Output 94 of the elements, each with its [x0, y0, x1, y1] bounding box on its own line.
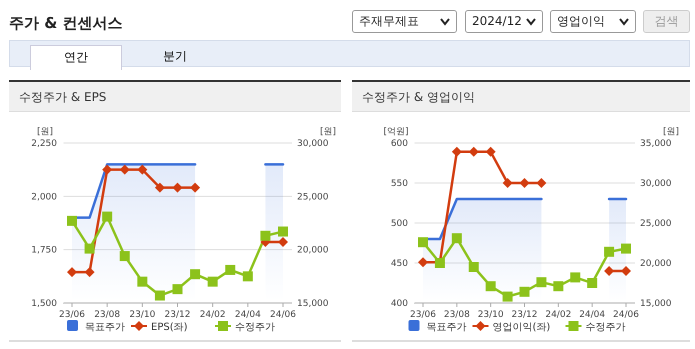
y-tick-label: 400 — [390, 299, 408, 309]
point — [520, 178, 530, 188]
y2-tick-label: 35,000 — [640, 139, 672, 149]
point — [621, 244, 631, 254]
point — [102, 212, 112, 222]
y2-tick-label: 25,000 — [297, 192, 329, 202]
x-tick-label: 23/12 — [512, 310, 538, 320]
legend-label: 목표주가 — [426, 322, 466, 333]
chart-title: 수정주가 & EPS — [9, 82, 341, 112]
y2-tick-label: 15,000 — [297, 299, 329, 309]
point — [102, 164, 112, 175]
point — [418, 237, 428, 248]
y2-tick-label: 30,000 — [297, 139, 329, 149]
y-axis-title: [원] — [36, 127, 54, 137]
point — [120, 164, 130, 175]
point — [67, 216, 77, 226]
point — [452, 233, 462, 244]
text: 2024/12 — [465, 10, 543, 33]
y2-tick-label: 20,000 — [640, 259, 672, 269]
text: 영업이익 — [550, 10, 636, 33]
y-tick-label: 1,750 — [31, 246, 58, 256]
x-tick-label: 23/06 — [59, 310, 86, 320]
legend-label: EPS(좌) — [151, 322, 188, 333]
point — [570, 272, 580, 282]
point — [172, 284, 182, 294]
text: 검색 — [643, 10, 690, 33]
point — [468, 146, 479, 157]
point — [604, 246, 614, 257]
y2-axis-title: [원] — [320, 127, 336, 137]
legend-label: 수정주가 — [586, 322, 626, 333]
point — [84, 244, 95, 254]
y-tick-label: 1,500 — [31, 299, 58, 309]
y-tick-label: 2,250 — [31, 139, 58, 149]
y2-tick-label: 20,000 — [297, 246, 329, 256]
point — [486, 281, 496, 292]
text: 주재무제표 — [352, 10, 457, 33]
point — [190, 182, 200, 193]
point — [553, 281, 564, 292]
text: 연간 — [30, 45, 122, 70]
point — [587, 278, 598, 288]
y2-axis-title: [원] — [662, 127, 679, 137]
point — [536, 178, 546, 188]
point — [468, 262, 479, 272]
x-tick-label: 23/10 — [129, 310, 156, 320]
legend-label: 목표주가 — [85, 322, 125, 333]
chart-title: 수정주가 & 영업이익 — [352, 82, 690, 112]
y-tick-label: 2,000 — [31, 192, 58, 202]
x-tick-label: 24/02 — [200, 310, 226, 320]
point — [278, 236, 288, 247]
y2-tick-label: 30,000 — [640, 179, 672, 189]
point — [67, 267, 77, 278]
y-tick-label: 450 — [390, 259, 408, 269]
y-axis-title: [억원] — [383, 127, 409, 137]
text: 분기 — [162, 48, 188, 65]
y2-tick-label: 25,000 — [640, 219, 672, 229]
x-tick-label: 23/10 — [478, 310, 504, 320]
x-tick-label: 24/06 — [270, 310, 296, 320]
point — [536, 277, 546, 288]
y-tick-label: 550 — [390, 179, 408, 189]
point — [172, 182, 182, 193]
x-tick-label: 23/06 — [410, 310, 436, 320]
point — [225, 264, 236, 275]
x-tick-label: 23/08 — [94, 310, 120, 320]
x-tick-label: 24/04 — [234, 310, 262, 320]
y2-tick-label: 15,000 — [640, 299, 672, 309]
point — [120, 251, 130, 262]
x-tick-label: 23/08 — [444, 310, 470, 320]
legend-label: 영업이익(좌) — [492, 322, 550, 333]
x-tick-label: 24/06 — [613, 310, 640, 320]
y-tick-label: 600 — [390, 139, 408, 149]
point — [208, 276, 218, 287]
text: 주가 & 컨센서스 — [9, 14, 123, 33]
point — [604, 266, 614, 276]
point — [418, 257, 428, 268]
point — [154, 290, 165, 301]
point — [242, 271, 253, 282]
x-tick-label: 24/02 — [545, 310, 572, 320]
x-tick-label: 23/12 — [164, 310, 190, 320]
point — [260, 230, 270, 241]
point — [137, 164, 148, 175]
point — [502, 178, 513, 188]
x-tick-label: 24/04 — [579, 310, 606, 320]
point — [520, 286, 530, 297]
legend-label: 수정주가 — [235, 322, 275, 333]
point — [84, 267, 95, 278]
y-tick-label: 500 — [390, 219, 408, 229]
point — [190, 269, 200, 280]
point — [278, 226, 288, 237]
point — [621, 266, 631, 276]
point — [154, 182, 165, 193]
point — [486, 146, 496, 157]
point — [137, 276, 148, 287]
point — [452, 146, 462, 157]
point — [502, 292, 513, 302]
